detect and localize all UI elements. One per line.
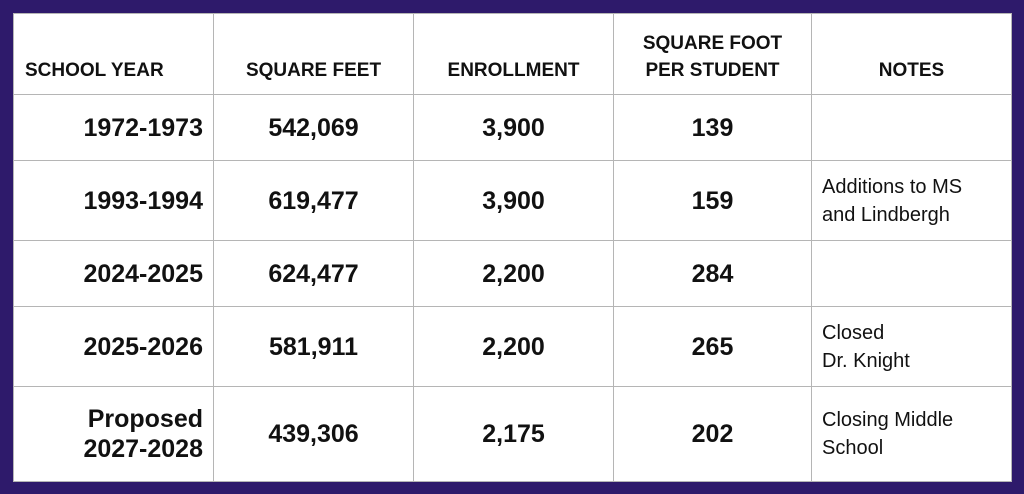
header-notes: NOTES (811, 13, 1012, 95)
year-line1: 1972-1973 (83, 113, 203, 142)
header-square-feet: SQUARE FEET (213, 13, 414, 95)
header-sqft-per-student-line2: PER STUDENT (645, 60, 780, 81)
cell-notes: Additions to MS and Lindbergh (811, 160, 1012, 241)
year-line1: 2024-2025 (83, 259, 203, 288)
table-row: 1993-1994 619,477 3,900 159 Additions to… (13, 160, 1012, 241)
cell-square-feet: 581,911 (213, 306, 414, 387)
cell-square-feet: 619,477 (213, 160, 414, 241)
table-row: 2024-2025 624,477 2,200 284 (13, 240, 1012, 307)
note-line2: Dr. Knight (822, 349, 910, 372)
cell-sqft-per-student: 159 (613, 160, 812, 241)
header-school-year: SCHOOL YEAR (13, 13, 214, 95)
table-row: 1972-1973 542,069 3,900 139 (13, 94, 1012, 161)
cell-notes (811, 240, 1012, 307)
cell-square-feet: 439,306 (213, 386, 414, 482)
cell-school-year: Proposed 2027-2028 (13, 386, 214, 482)
note-line2: and Lindbergh (822, 203, 950, 226)
facilities-table: SCHOOL YEAR SQUARE FEET ENROLLMENT SQUAR… (13, 13, 1012, 482)
table-row: 2025-2026 581,911 2,200 265 Closed Dr. K… (13, 306, 1012, 387)
cell-sqft-per-student: 284 (613, 240, 812, 307)
cell-enrollment: 2,200 (413, 240, 614, 307)
cell-enrollment: 3,900 (413, 160, 614, 241)
header-sqft-per-student: SQUARE FOOT PER STUDENT (613, 13, 812, 95)
cell-notes: Closed Dr. Knight (811, 306, 1012, 387)
cell-sqft-per-student: 139 (613, 94, 812, 161)
cell-notes: Closing Middle School (811, 386, 1012, 482)
note-line1: Additions to MS (822, 175, 963, 198)
year-line1: 1993-1994 (83, 186, 203, 215)
note-line1: Closed (822, 321, 885, 344)
cell-sqft-per-student: 202 (613, 386, 812, 482)
facilities-table-frame: SCHOOL YEAR SQUARE FEET ENROLLMENT SQUAR… (13, 13, 1012, 482)
cell-notes (811, 94, 1012, 161)
header-sqft-per-student-line1: SQUARE FOOT (642, 33, 783, 54)
cell-square-feet: 624,477 (213, 240, 414, 307)
note-line2: School (822, 437, 884, 459)
cell-enrollment: 3,900 (413, 94, 614, 161)
header-enrollment: ENROLLMENT (413, 13, 614, 95)
year-line2: 2027-2028 (83, 435, 203, 463)
cell-sqft-per-student: 265 (613, 306, 812, 387)
note-line1: Closing Middle (822, 409, 954, 431)
table-row: Proposed 2027-2028 439,306 2,175 202 Clo… (13, 386, 1012, 482)
table-header-row: SCHOOL YEAR SQUARE FEET ENROLLMENT SQUAR… (13, 13, 1012, 95)
cell-school-year: 1993-1994 (13, 160, 214, 241)
year-line1: 2025-2026 (83, 332, 203, 361)
year-line1: Proposed (87, 405, 203, 433)
cell-enrollment: 2,200 (413, 306, 614, 387)
cell-school-year: 2025-2026 (13, 306, 214, 387)
cell-square-feet: 542,069 (213, 94, 414, 161)
cell-enrollment: 2,175 (413, 386, 614, 482)
cell-school-year: 2024-2025 (13, 240, 214, 307)
cell-school-year: 1972-1973 (13, 94, 214, 161)
